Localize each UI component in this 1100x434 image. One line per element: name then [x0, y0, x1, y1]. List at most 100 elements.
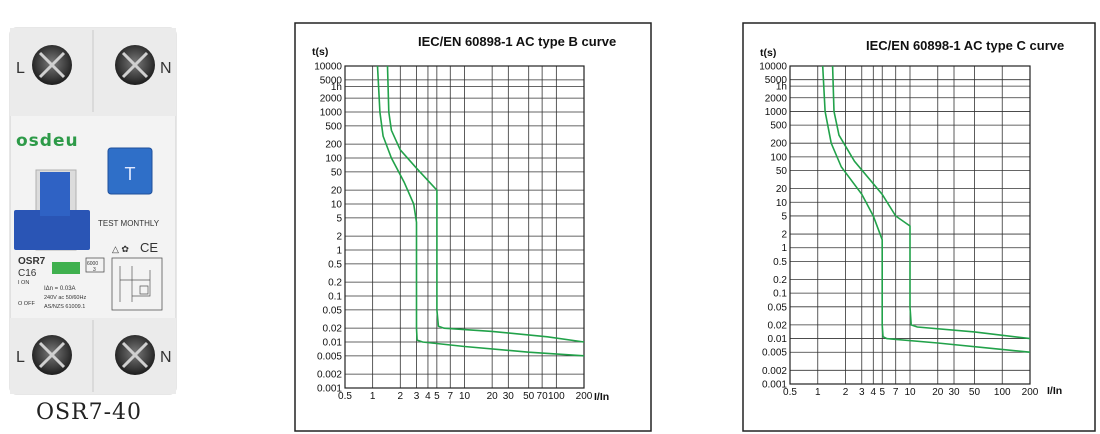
voltage-label: 240V ac 50/60Hz [44, 295, 86, 301]
y-tick-label: 5000 [320, 75, 343, 86]
x-tick-label: 0.5 [783, 387, 797, 398]
test-label: TEST MONTHLY [98, 219, 160, 228]
x-tick-label: 50 [969, 387, 981, 398]
x-tick-label: 3 [414, 391, 420, 402]
y-tick-label: 0.5 [773, 257, 787, 268]
y-tick-label: 0.02 [768, 320, 788, 331]
plot-area [344, 65, 585, 389]
screw-icon [115, 335, 155, 375]
brand-logo: osdeu [16, 131, 79, 151]
y-tick-label: 500 [325, 121, 342, 132]
y-tick-label: 1 [336, 246, 342, 257]
y-tick-label: 0.005 [762, 348, 787, 359]
terminal-label: N [160, 60, 172, 77]
y-tick-label: 10000 [759, 62, 787, 73]
y-tick-label: 0.01 [768, 334, 788, 345]
x-tick-label: 0.5 [338, 391, 352, 402]
x-tick-label: 20 [932, 387, 944, 398]
x-tick-label: 100 [994, 387, 1011, 398]
x-tick-label: 7 [893, 387, 899, 398]
terminal-label: N [160, 349, 172, 366]
y-tick-label: 1000 [320, 108, 343, 119]
x-tick-label: 7 [447, 391, 453, 402]
series-line-2 [831, 65, 1031, 340]
y-tick-label: 1h [776, 82, 787, 93]
product-caption: OSR7-40 [35, 400, 143, 425]
y-tick-label: 1000 [765, 107, 788, 118]
y-tick-label: 0.5 [328, 259, 342, 270]
x-tick-label: 200 [576, 391, 593, 402]
y-tick-label: 2000 [320, 94, 343, 105]
model-label: OSR7 [18, 256, 46, 267]
box-code: 6000 [87, 261, 98, 267]
y-tick-label: 1 [781, 243, 787, 254]
chart-title: IEC/EN 60898-1 AC type C curve [866, 38, 1064, 53]
y-tick-label: 200 [325, 140, 342, 151]
approval-mark-icon: △ ✿ [112, 244, 129, 254]
y-axis-label: t(s) [312, 46, 328, 58]
y-tick-label: 50 [776, 166, 788, 177]
x-tick-label: 1 [815, 387, 821, 398]
plot-area [789, 65, 1031, 385]
x-tick-label: 10 [459, 391, 471, 402]
x-tick-label: 2 [843, 387, 849, 398]
y-tick-label: 0.02 [323, 324, 343, 335]
x-axis-label: I/In [1047, 385, 1062, 397]
y-tick-label: 20 [331, 186, 343, 197]
y-tick-label: 100 [770, 152, 787, 163]
y-tick-label: 10 [331, 200, 343, 211]
off-label: O OFF [18, 301, 35, 307]
x-tick-label: 5 [434, 391, 440, 402]
x-tick-label: 50 [523, 391, 535, 402]
x-tick-label: 4 [425, 391, 431, 402]
chart-frame [742, 22, 1096, 432]
series-line-1 [821, 65, 1031, 353]
x-tick-label: 10 [904, 387, 916, 398]
series-line-1 [376, 65, 585, 357]
screw-icon [115, 45, 155, 85]
x-tick-label: 200 [1022, 387, 1039, 398]
x-tick-label: 20 [487, 391, 499, 402]
standard-label: AS/NZS 61009.1 [44, 304, 85, 310]
y-tick-label: 10000 [314, 62, 342, 73]
x-tick-label: 30 [948, 387, 960, 398]
y-tick-label: 0.002 [762, 366, 787, 377]
y-tick-label: 0.01 [323, 338, 343, 349]
y-tick-label: 1h [331, 82, 342, 93]
y-tick-label: 2 [781, 230, 787, 241]
y-tick-label: 0.1 [328, 292, 342, 303]
y-tick-label: 0.002 [317, 370, 342, 381]
y-tick-label: 0.1 [773, 289, 787, 300]
wiring-diagram [111, 257, 163, 311]
x-tick-label: 2 [398, 391, 404, 402]
y-tick-label: 0.005 [317, 351, 342, 362]
screw-icon [32, 335, 72, 375]
x-tick-label: 30 [503, 391, 515, 402]
y-tick-label: 0.001 [762, 380, 787, 391]
idn-label: IΔn = 0.03A [44, 286, 76, 292]
series-line-2 [386, 65, 585, 343]
terminal-label: L [16, 60, 25, 77]
toggle-handle[interactable] [14, 210, 90, 250]
x-axis-label: I/In [594, 391, 609, 403]
y-tick-label: 10 [776, 198, 788, 209]
chart-c: 0.5 1 2 3 4 5 7 10 20 30 50 100 2001000050001h200010… [742, 22, 1096, 432]
x-tick-label: 4 [871, 387, 877, 398]
y-tick-label: 200 [770, 139, 787, 150]
y-tick-label: 5 [781, 211, 787, 222]
chart-b: 0.5 1 2 3 4 5 7 10 20 30 50 70 100 2001000050001h2000… [294, 22, 652, 432]
x-tick-label: 1 [370, 391, 376, 402]
y-axis-label: t(s) [760, 47, 776, 59]
rcbo-device-illustration: L N L N osdeu T TEST MONTHLY △ ✿ CE OSR7… [9, 27, 177, 395]
rating-label: C16 [18, 268, 37, 279]
y-tick-label: 5000 [765, 75, 788, 86]
on-label: I ON [18, 280, 29, 286]
x-tick-label: 5 [879, 387, 885, 398]
test-button[interactable] [107, 147, 153, 195]
y-tick-label: 2000 [765, 93, 788, 104]
status-window [52, 262, 80, 274]
y-tick-label: 0.2 [328, 278, 342, 289]
y-tick-label: 2 [336, 232, 342, 243]
ce-mark: CE [140, 240, 158, 255]
x-tick-label: 100 [548, 391, 565, 402]
